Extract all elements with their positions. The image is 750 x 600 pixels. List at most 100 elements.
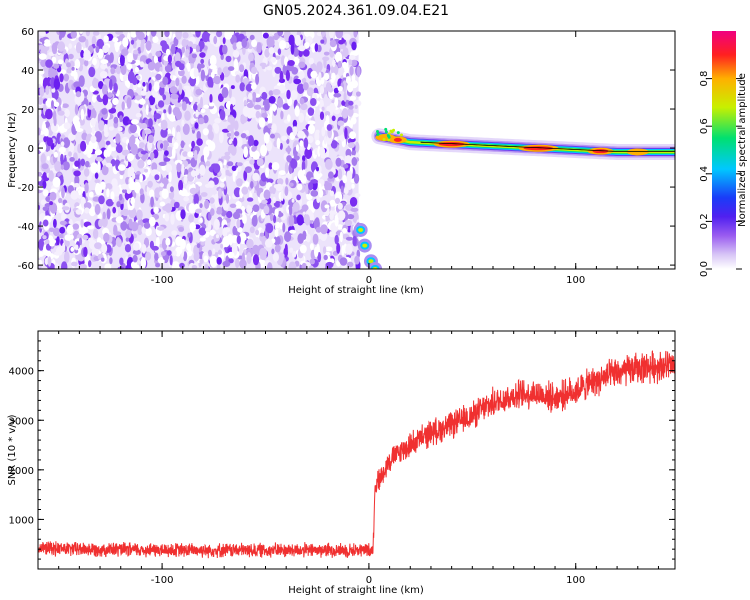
noise-blob [200, 108, 206, 114]
noise-blob [64, 108, 70, 118]
noise-blob [122, 37, 129, 48]
noise-blob [300, 175, 307, 184]
noise-blob [277, 31, 284, 37]
noise-blob [95, 156, 103, 162]
noise-blob [326, 146, 330, 158]
noise-blob [246, 205, 253, 214]
noise-blob [127, 153, 135, 162]
noise-blob [271, 248, 275, 255]
noise-blob [150, 151, 155, 161]
colorbar-tick-label: 0.2 [699, 213, 710, 229]
noise-blob [337, 202, 343, 210]
noise-blob [230, 85, 235, 90]
noise-blob [199, 217, 203, 223]
noise-blob [253, 139, 259, 147]
noise-blob [58, 233, 66, 239]
noise-blob [343, 33, 351, 41]
noise-blob [240, 133, 247, 139]
noise-blob [349, 119, 353, 129]
noise-blob [335, 157, 342, 167]
noise-blob [107, 92, 113, 98]
noise-blob [42, 206, 49, 211]
noise-blob [62, 161, 70, 171]
noise-blob [199, 259, 204, 264]
noise-blob [255, 110, 261, 119]
noise-blob [139, 173, 144, 183]
noise-blob [249, 108, 258, 118]
noise-blob [325, 114, 330, 126]
noise-blob [282, 103, 290, 110]
noise-blob [305, 182, 309, 195]
noise-blob [143, 129, 152, 135]
noise-blob [293, 78, 302, 85]
noise-blob [200, 96, 203, 109]
noise-blob [284, 243, 288, 254]
noise-blob [301, 160, 306, 172]
noise-blob [351, 148, 357, 157]
noise-blob [107, 144, 112, 155]
noise-blob [297, 233, 305, 244]
noise-blob [246, 197, 254, 202]
noise-blob [38, 176, 42, 182]
noise-blob [54, 263, 60, 269]
noise-blob [137, 224, 143, 236]
noise-blob [53, 218, 57, 228]
noise-blob [58, 202, 63, 214]
noise-blob [319, 111, 325, 120]
noise-blob [240, 114, 246, 125]
noise-blob [348, 55, 356, 60]
noise-blob [292, 201, 300, 212]
noise-blob [279, 70, 284, 83]
noise-blob [337, 86, 343, 92]
noise-blob [162, 76, 169, 86]
noise-blob [138, 98, 146, 105]
noise-blob [287, 145, 291, 155]
noise-blob [164, 213, 170, 222]
noise-blob [155, 236, 160, 248]
chart-title: GN05.2024.361.09.04.E21 [263, 3, 449, 19]
noise-blob [222, 260, 231, 267]
noise-blob [292, 119, 298, 128]
noise-blob [139, 188, 144, 196]
noise-blob [232, 211, 241, 220]
noise-blob [182, 32, 189, 39]
noise-blob [348, 100, 354, 106]
x-tick-label: 0 [366, 575, 372, 586]
noise-blob [39, 31, 46, 37]
noise-blob [212, 248, 216, 255]
noise-blob [134, 66, 139, 73]
noise-blob [178, 179, 184, 192]
noise-blob [209, 93, 213, 104]
noise-blob [84, 59, 89, 67]
noise-blob [80, 140, 87, 152]
noise-blob [53, 63, 60, 69]
noise-blob [209, 255, 218, 268]
noise-blob [131, 172, 136, 180]
noise-blob [290, 42, 295, 55]
noise-blob [318, 189, 324, 198]
noise-blob [170, 93, 179, 100]
noise-blob [120, 63, 127, 76]
noise-blob [277, 97, 284, 108]
noise-blob [256, 157, 264, 167]
noise-blob [202, 128, 209, 136]
noise-blob [232, 50, 240, 58]
noise-blob [119, 54, 125, 67]
noise-blob [284, 162, 289, 174]
spectrogram-x-label: Height of straight line (km) [288, 285, 424, 296]
noise-blob [339, 231, 343, 243]
noise-blob [306, 233, 311, 243]
noise-blob [237, 136, 243, 148]
noise-blob [87, 225, 95, 230]
noise-blob [296, 194, 301, 201]
noise-blob [232, 171, 236, 182]
y-tick-label: 0 [28, 144, 34, 155]
noise-blob [324, 204, 330, 209]
noise-blob [219, 182, 225, 188]
noise-blob [64, 240, 70, 247]
noise-blob [329, 31, 334, 39]
noise-blob [339, 257, 348, 266]
trace-speckle [376, 132, 380, 136]
noise-blob [349, 65, 354, 76]
noise-blob [122, 188, 127, 194]
